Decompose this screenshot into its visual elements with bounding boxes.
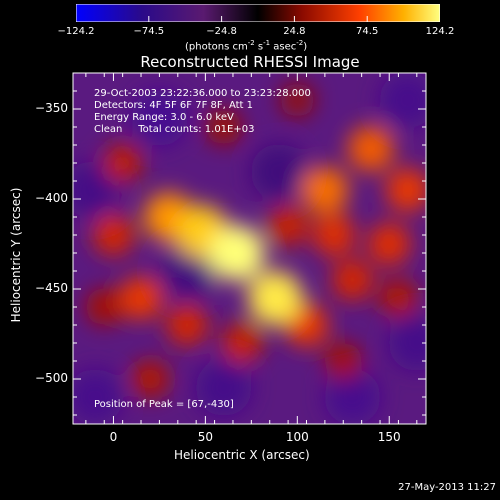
source-blob-3 bbox=[247, 270, 303, 326]
annotation-energy: Energy Range: 3.0 - 6.0 keV bbox=[94, 112, 234, 123]
annotation-detectors: Detectors: 4F 5F 6F 7F 8F, Att 1 bbox=[94, 100, 254, 111]
colorbar-tick-label-0: −124.2 bbox=[57, 26, 95, 37]
source-blob-7 bbox=[367, 222, 411, 266]
colorbar-tick-label-2: −24.8 bbox=[206, 26, 237, 37]
source-blob-14 bbox=[103, 143, 143, 183]
source-blob-12 bbox=[119, 276, 163, 320]
source-blob-4 bbox=[301, 166, 349, 214]
source-blob-22 bbox=[85, 288, 123, 326]
annotation-peak: Position of Peak = [67,-430] bbox=[94, 399, 234, 410]
negative-region-6 bbox=[73, 162, 120, 218]
source-blob-5 bbox=[347, 125, 394, 172]
source-blob-18 bbox=[267, 205, 309, 247]
source-blob-0 bbox=[208, 225, 265, 281]
negative-region-4 bbox=[73, 369, 124, 424]
y-tick-label-2: −450 bbox=[35, 281, 68, 295]
plot-frame bbox=[72, 72, 427, 425]
colorbar-tick-label-4: 74.5 bbox=[356, 26, 379, 37]
y-tick-label-1: −400 bbox=[35, 191, 68, 205]
negative-region-5 bbox=[388, 315, 426, 371]
y-tick-label-0: −350 bbox=[35, 101, 68, 115]
annotation-time: 29-Oct-2003 23:22:36.000 to 23:23:28.000 bbox=[94, 88, 311, 99]
x-tick-label-0: 0 bbox=[109, 430, 118, 444]
colorbar-tick-label-5: 124.2 bbox=[425, 26, 455, 37]
footer-timestamp: 27-May-2013 11:27 bbox=[398, 482, 496, 493]
y-axis-label: Heliocentric Y (arcsec) bbox=[9, 187, 23, 323]
source-blob-21 bbox=[131, 359, 170, 399]
source-blob-15 bbox=[205, 109, 242, 145]
colorbar-tick-label-3: 24.8 bbox=[283, 26, 306, 37]
source-blob-16 bbox=[279, 82, 315, 118]
negative-region-0 bbox=[131, 90, 188, 146]
chart-title: Reconstructed RHESSI Image bbox=[140, 53, 360, 71]
negative-region-1 bbox=[379, 73, 426, 128]
colorbar-unit: (photons cm-2 s-1 asec-2) bbox=[185, 39, 308, 53]
negative-region-2 bbox=[324, 369, 381, 424]
source-blob-19 bbox=[379, 278, 418, 318]
x-tick-label-1: 50 bbox=[197, 430, 214, 444]
source-blob-10 bbox=[221, 322, 263, 364]
source-blob-20 bbox=[324, 342, 362, 380]
source-blob-17 bbox=[312, 213, 356, 257]
x-tick-label-3: 150 bbox=[377, 430, 401, 444]
source-blob-11 bbox=[166, 304, 208, 346]
annotation-clean: Clean Total counts: 1.01E+03 bbox=[94, 124, 255, 135]
colorbar-tick-label-1: −74.5 bbox=[133, 26, 165, 37]
colorbar-gradient bbox=[76, 4, 440, 22]
colorbar bbox=[76, 4, 440, 22]
source-blob-8 bbox=[331, 259, 374, 301]
source-blob-13 bbox=[92, 214, 135, 256]
x-axis-label: Heliocentric X (arcsec) bbox=[174, 448, 310, 462]
negative-region-8 bbox=[250, 144, 307, 200]
x-tick-label-2: 100 bbox=[285, 430, 309, 444]
y-tick-label-3: −500 bbox=[35, 371, 68, 385]
negative-region-3 bbox=[195, 360, 252, 416]
source-blob-6 bbox=[385, 168, 426, 212]
